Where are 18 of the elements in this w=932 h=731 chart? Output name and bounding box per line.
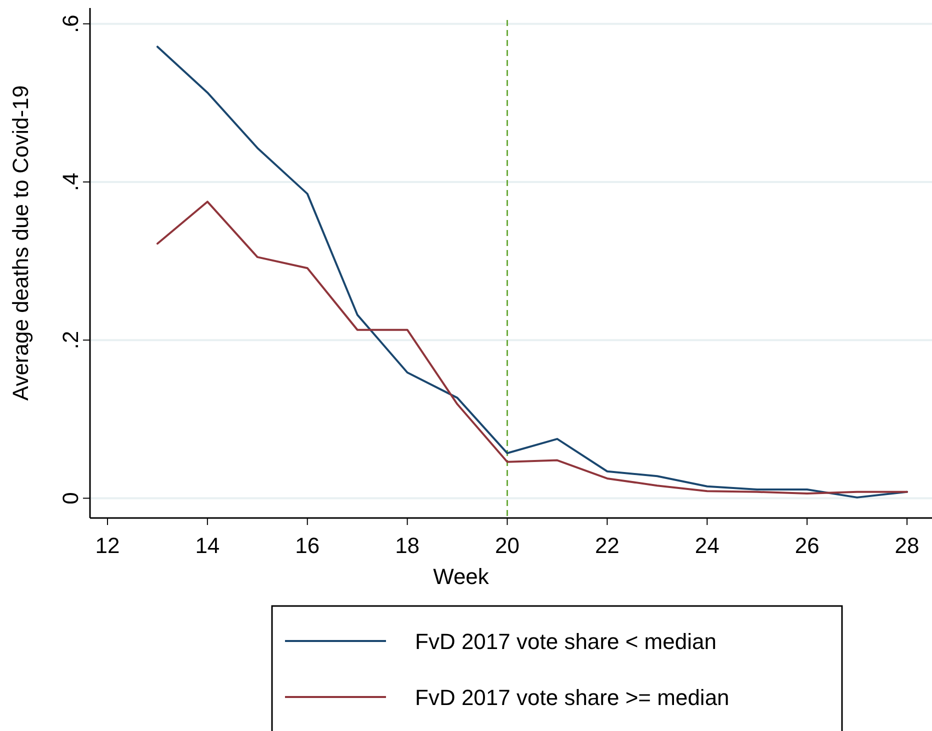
- x-tick-label: 28: [894, 533, 920, 558]
- x-tick-label: 16: [295, 533, 320, 558]
- x-tick-label: 22: [594, 533, 620, 558]
- legend-label: FvD 2017 vote share >= median: [415, 685, 730, 710]
- x-tick-label: 26: [794, 533, 820, 558]
- x-axis-title: Week: [433, 564, 490, 589]
- x-tick-label: 18: [395, 533, 420, 558]
- y-tick-label: 0: [58, 492, 83, 504]
- x-tick-label: 12: [95, 533, 120, 558]
- y-axis-title: Average deaths due to Covid-19: [8, 85, 33, 401]
- line-series: [156, 200, 908, 494]
- legend-label: FvD 2017 vote share < median: [415, 629, 716, 654]
- x-tick-label: 20: [495, 533, 520, 558]
- x-tick-label: 24: [694, 533, 720, 558]
- y-tick-label: .4: [58, 172, 83, 192]
- x-tick-label: 14: [195, 533, 220, 558]
- y-tick-label: .6: [58, 14, 83, 33]
- y-tick-label: .2: [58, 330, 83, 350]
